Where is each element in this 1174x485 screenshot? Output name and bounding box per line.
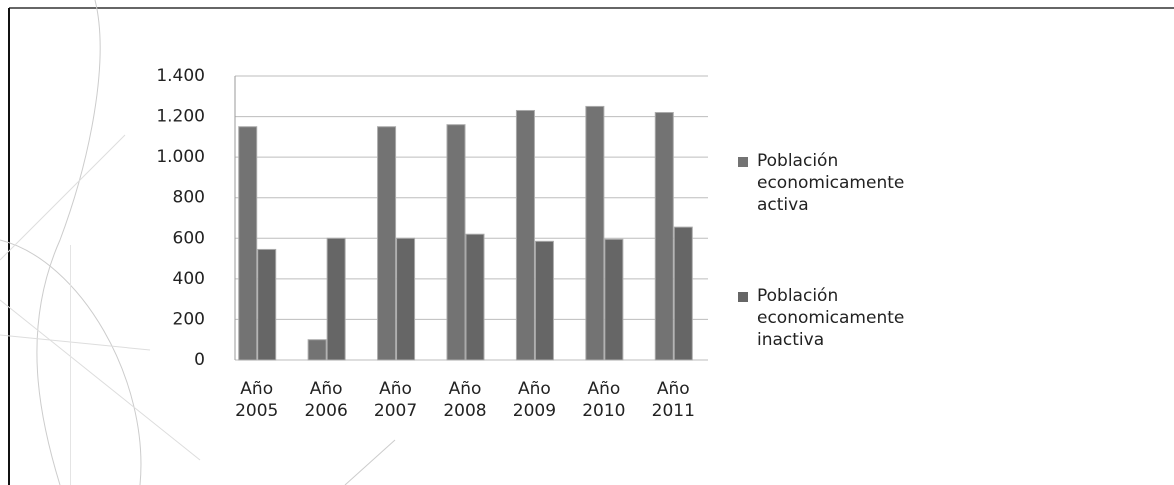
y-tick-label: 600 (173, 228, 205, 248)
bar (238, 126, 258, 361)
legend-swatch (738, 157, 748, 167)
x-tick-label: Año 2006 (304, 379, 348, 421)
x-tick-label: Año 2007 (373, 379, 418, 421)
y-tick-label: 800 (173, 188, 205, 208)
decor-line (0, 334, 151, 351)
bar (326, 237, 346, 361)
y-tick-label: 1.400 (156, 66, 205, 86)
legend-label: Población economicamente inactiva (757, 286, 905, 350)
bar (396, 237, 416, 361)
bar (377, 126, 397, 361)
x-tick-label: Año 2010 (582, 379, 626, 421)
y-tick-label: 0 (194, 350, 205, 370)
bar (465, 233, 485, 361)
x-tick-label: Año 2011 (651, 379, 695, 421)
decor-line (0, 299, 201, 461)
y-tick-label: 200 (173, 309, 205, 329)
decor-curve (0, 239, 142, 485)
bar (604, 238, 624, 361)
bar (673, 226, 693, 361)
x-tick-label: Año 2009 (512, 379, 557, 421)
bar (654, 112, 674, 361)
legend-label: Población economicamente activa (757, 151, 905, 215)
bar (515, 109, 535, 361)
y-tick-label: 1.000 (156, 147, 205, 167)
bar (307, 339, 327, 361)
decor-line (344, 439, 396, 485)
bar (257, 248, 277, 361)
bar (534, 240, 554, 361)
decor-curve (36, 0, 101, 485)
legend-swatch (738, 292, 748, 302)
bar (446, 124, 466, 361)
y-tick-label: 400 (173, 269, 205, 289)
x-tick-label: Año 2008 (443, 379, 487, 421)
y-tick-label: 1.200 (156, 107, 205, 127)
bar (585, 105, 605, 361)
x-tick-label: Año 2005 (235, 379, 279, 421)
decor-line (0, 134, 126, 261)
decor-line (70, 245, 71, 485)
